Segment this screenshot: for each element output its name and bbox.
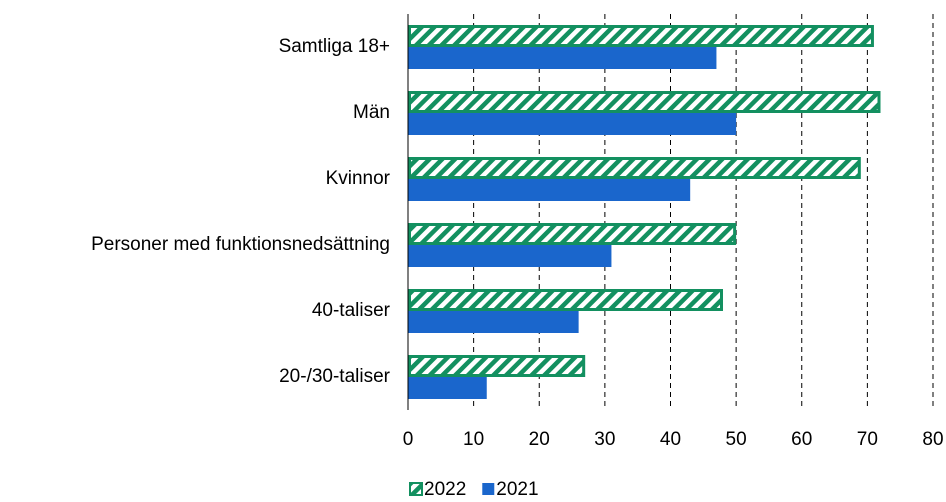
x-tick-label: 40 bbox=[660, 429, 681, 450]
bar bbox=[408, 47, 717, 69]
x-tick-label: 50 bbox=[726, 429, 747, 450]
x-tick-label: 60 bbox=[791, 429, 812, 450]
bar bbox=[408, 311, 579, 333]
y-tick-label: Män bbox=[353, 102, 390, 123]
bar bbox=[408, 157, 861, 179]
bar bbox=[408, 91, 881, 113]
legend-swatch bbox=[482, 483, 495, 495]
y-tick-label: 20-/30-taliser bbox=[279, 366, 391, 387]
y-tick-label: Personer med funktionsnedsättning bbox=[91, 234, 390, 255]
bar bbox=[408, 245, 612, 267]
x-tick-label: 70 bbox=[857, 429, 878, 450]
bar bbox=[408, 289, 723, 311]
x-tick-label: 10 bbox=[463, 429, 484, 450]
x-tick-label: 20 bbox=[529, 429, 550, 450]
legend-label: 2022 bbox=[424, 479, 466, 500]
bar bbox=[408, 377, 487, 399]
bar bbox=[408, 179, 691, 201]
bar bbox=[408, 25, 874, 47]
x-tick-label: 30 bbox=[594, 429, 615, 450]
legend-label: 2021 bbox=[496, 479, 538, 500]
bar bbox=[408, 355, 586, 377]
y-tick-label: Samtliga 18+ bbox=[279, 36, 390, 57]
legend-swatch bbox=[409, 482, 423, 496]
bar bbox=[408, 223, 737, 245]
y-tick-label: 40-taliser bbox=[312, 300, 391, 321]
x-tick-label: 80 bbox=[922, 429, 943, 450]
y-tick-label: Kvinnor bbox=[326, 168, 391, 189]
x-tick-label: 0 bbox=[403, 429, 414, 450]
bar bbox=[408, 113, 737, 135]
